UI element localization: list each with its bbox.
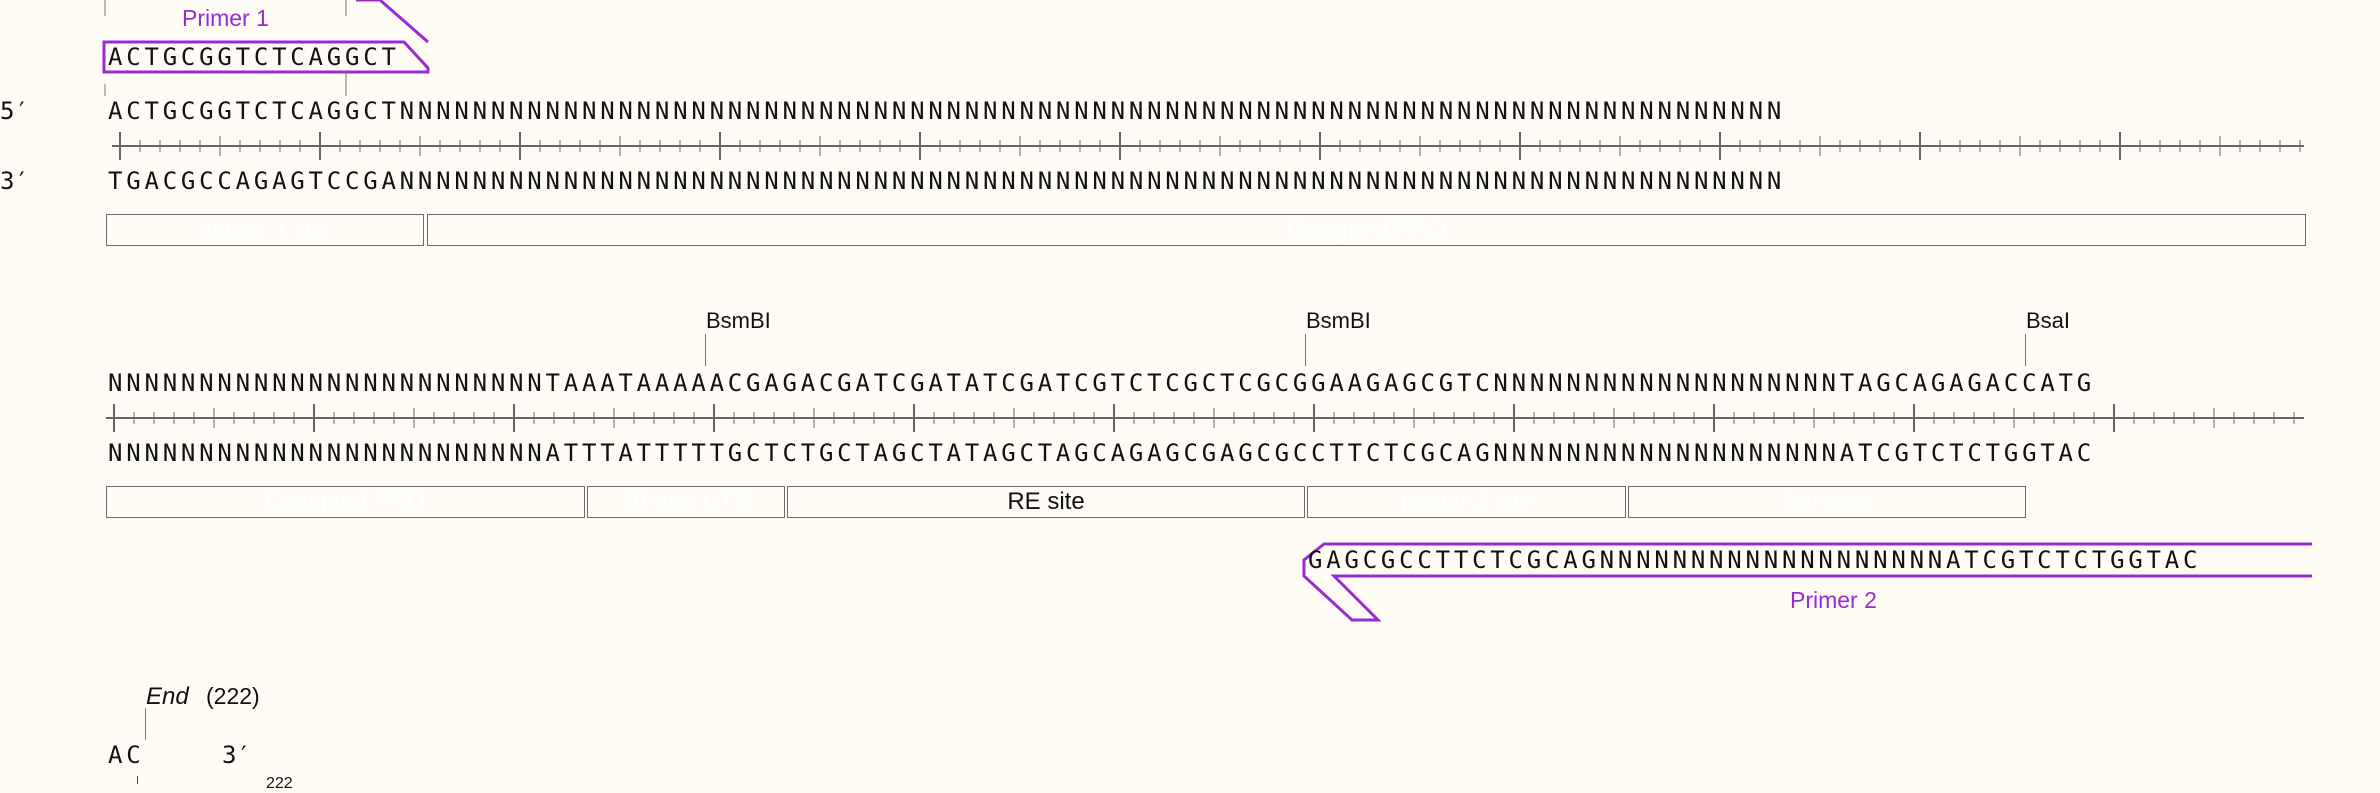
site-marker [1305, 334, 1306, 366]
ruler-number: 222 [266, 775, 293, 792]
five-prime-label: 5′ [0, 97, 29, 125]
primer-2-sequence: GAGCGCCTTCTCGCAGNNNNNNNNNNNNNNNNNNNATCGT… [1308, 546, 2202, 574]
feature-label: Barcode [1782, 488, 1872, 515]
primer-1-sequence: ACTGCGGTCTCAGGCT [108, 43, 400, 71]
bottom-strand-sequence[interactable]: TGACGCCAGAGTCCGANNNNNNNNNNNNNNNNNNNNNNNN… [108, 167, 1786, 195]
restriction-site-bsmbi-2[interactable]: BsmBI [1306, 308, 1371, 333]
bottom-strand-sequence[interactable]: NNNNNNNNNNNNNNNNNNNNNNNNATTTATTTTTGCTCTG… [108, 439, 2095, 467]
feature-label: primer 1 site [198, 216, 332, 243]
feature-designed-pro[interactable]: Designed PRO [106, 486, 585, 518]
end-position: (222) [206, 683, 260, 709]
end-sequence[interactable]: AC [108, 741, 145, 769]
feature-primer-2-site[interactable]: primer 2 site [1307, 486, 1626, 518]
feature-label: 10-mer UTR [619, 488, 752, 515]
three-prime-label: 3′ [0, 167, 29, 195]
feature-re-site[interactable]: RE site [787, 486, 1305, 518]
primer-2-label: Primer 2 [1790, 587, 1877, 613]
feature-label: Designed PRO [1286, 216, 1447, 243]
end-label: End [146, 683, 189, 710]
feature-designed-pro[interactable]: Designed PRO [427, 214, 2306, 246]
top-strand-sequence[interactable]: NNNNNNNNNNNNNNNNNNNNNNNNTAAATAAAAACGAGAC… [108, 369, 2095, 397]
restriction-site-bsai[interactable]: BsaI [2026, 308, 2071, 333]
feature-primer-1-site[interactable]: primer 1 site [106, 214, 424, 246]
feature-label: Designed PRO [265, 488, 426, 515]
feature-barcode[interactable]: Barcode [1628, 486, 2026, 518]
ruler-stub [137, 776, 138, 784]
end-marker [145, 708, 146, 740]
site-marker [2025, 334, 2026, 366]
primer-1-label: Primer 1 [182, 5, 269, 31]
feature-label: primer 2 site [1400, 488, 1533, 515]
top-strand-sequence[interactable]: ACTGCGGTCTCAGGCTNNNNNNNNNNNNNNNNNNNNNNNN… [108, 97, 1786, 125]
three-prime-label: 3′ [222, 741, 251, 769]
feature-label: RE site [1007, 488, 1085, 515]
restriction-site-bsmbi-1[interactable]: BsmBI [706, 308, 771, 333]
site-marker [705, 334, 706, 366]
feature-10-mer-utr[interactable]: 10-mer UTR [587, 486, 785, 518]
